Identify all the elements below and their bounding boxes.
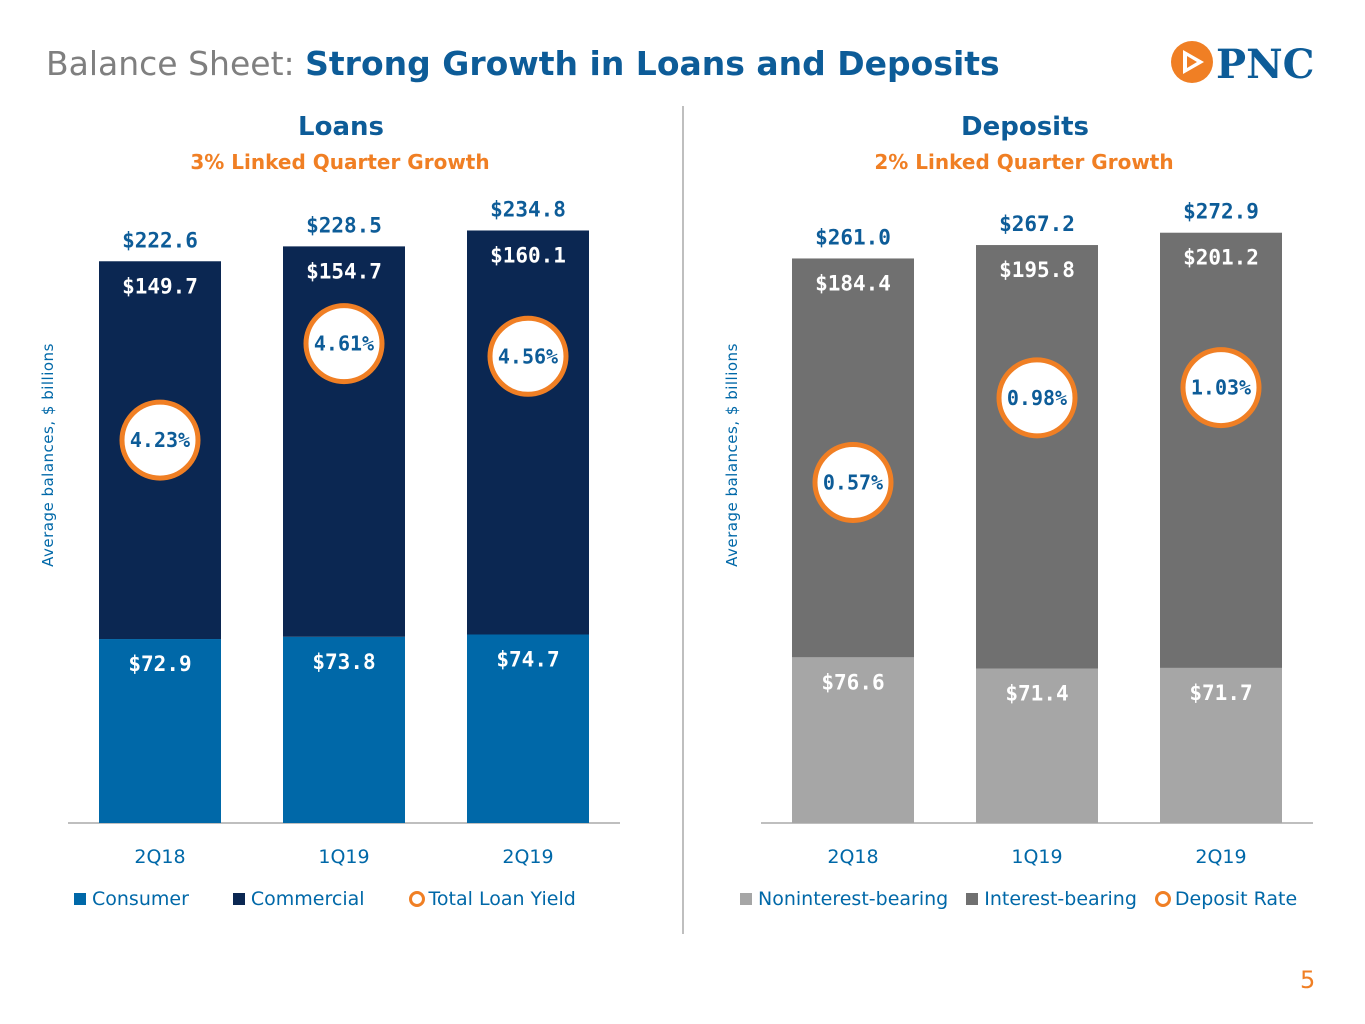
rate-marker: [487, 315, 569, 397]
top-segment-label: $160.1: [490, 243, 566, 267]
legend-label: Consumer: [92, 888, 189, 910]
bottom-segment-label: $76.6: [821, 670, 884, 694]
category-label: 2Q19: [502, 846, 553, 868]
deposits-legend: Noninterest-bearing Interest-bearing Dep…: [740, 888, 1297, 910]
legend-label: Noninterest-bearing: [758, 888, 949, 910]
rate-label: 0.98%: [1007, 386, 1067, 410]
loans-legend: Consumer Commercial Total Loan Yield: [74, 888, 620, 910]
top-segment-label: $154.7: [306, 259, 382, 283]
bar-noninterest-bearing: [792, 657, 914, 823]
legend-item-interest: Interest-bearing: [966, 888, 1137, 910]
bar-interest-bearing: [1160, 232, 1282, 668]
pnc-logo: PNC: [1171, 41, 1314, 88]
total-label: $267.2: [999, 212, 1075, 236]
bottom-segment-label: $71.7: [1189, 681, 1252, 705]
y-axis-label: Average balances, $ billions: [723, 343, 741, 567]
bar-interest-bearing: [976, 245, 1098, 669]
legend-item-deposit-rate: Deposit Rate: [1154, 888, 1298, 910]
rate-marker: [996, 357, 1078, 439]
page-title: Balance Sheet: Strong Growth in Loans an…: [46, 40, 1000, 88]
legend-item-loan-yield: Total Loan Yield: [408, 888, 576, 910]
total-label: $234.8: [490, 197, 566, 221]
top-segment-label: $201.2: [1183, 246, 1259, 270]
logo-text: PNC: [1216, 41, 1314, 88]
bar-consumer: [467, 634, 589, 823]
total-label: $222.6: [122, 228, 198, 252]
legend-label: Interest-bearing: [984, 888, 1137, 910]
bottom-segment-label: $73.8: [312, 650, 375, 674]
yield-ring-icon: [408, 891, 425, 907]
legend-item-noninterest: Noninterest-bearing: [740, 888, 948, 910]
rate-label: 4.56%: [498, 344, 558, 368]
top-segment-label: $184.4: [815, 271, 891, 295]
panel-divider: [682, 106, 684, 934]
rate-ring-icon: [1154, 891, 1171, 907]
legend-item-commercial: Commercial: [232, 888, 365, 910]
total-label: $261.0: [815, 225, 891, 249]
commercial-swatch: [232, 893, 245, 905]
rate-label: 0.57%: [823, 470, 883, 494]
title-prefix: Balance Sheet:: [46, 44, 295, 83]
noninterest-swatch: [740, 893, 752, 905]
bar-consumer: [283, 636, 405, 823]
legend-item-consumer: Consumer: [74, 888, 189, 910]
category-label: 1Q19: [318, 846, 369, 868]
bar-noninterest-bearing: [976, 668, 1098, 823]
rate-label: 1.03%: [1191, 376, 1251, 400]
loans-subtitle: 3% Linked Quarter Growth: [190, 150, 490, 174]
deposits-title: Deposits: [961, 112, 1089, 142]
bottom-segment-label: $71.4: [1005, 682, 1068, 706]
rate-label: 4.61%: [314, 332, 374, 356]
rate-marker: [303, 303, 385, 385]
rate-label: 4.23%: [130, 428, 190, 452]
legend-label: Total Loan Yield: [428, 888, 576, 910]
page-number: 5: [1300, 966, 1316, 994]
total-label: $228.5: [306, 213, 382, 237]
title-main: Strong Growth in Loans and Deposits: [305, 44, 1000, 83]
y-axis-label: Average balances, $ billions: [39, 343, 57, 567]
rate-marker: [1180, 347, 1262, 429]
legend-label: Commercial: [250, 888, 365, 910]
loans-chart: Average balances, $ billions $72.9 $149.7 $…: [39, 197, 620, 868]
bottom-segment-label: $72.9: [128, 652, 191, 676]
consumer-swatch: [74, 893, 86, 905]
bar-consumer: [99, 639, 221, 823]
rate-marker: [119, 399, 201, 481]
legend-label: Deposit Rate: [1174, 888, 1298, 910]
total-label: $272.9: [1183, 200, 1259, 224]
bar-commercial: [467, 230, 589, 635]
loans-title: Loans: [298, 112, 384, 142]
top-segment-label: $149.7: [122, 274, 198, 298]
top-segment-label: $195.8: [999, 258, 1075, 282]
rate-marker: [812, 441, 894, 523]
deposits-subtitle: 2% Linked Quarter Growth: [874, 150, 1174, 174]
interest-swatch: [966, 893, 979, 905]
bar-noninterest-bearing: [1160, 667, 1282, 823]
category-label: 2Q19: [1195, 846, 1246, 868]
category-label: 1Q19: [1011, 846, 1062, 868]
bottom-segment-label: $74.7: [496, 647, 559, 671]
category-label: 2Q18: [134, 846, 185, 868]
category-label: 2Q18: [827, 846, 878, 868]
